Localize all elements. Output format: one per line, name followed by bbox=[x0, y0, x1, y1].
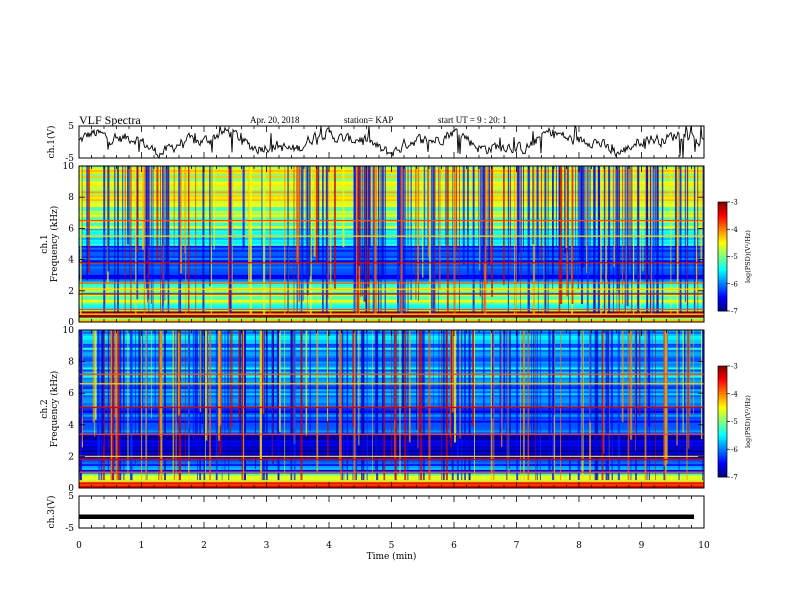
ch2-ytick-2: 2 bbox=[68, 452, 74, 462]
spectrogram-ch1-panel: 0 2 4 6 8 10 ch.1 Frequency (kHz) bbox=[40, 162, 705, 328]
x-tick-label-10: 10 bbox=[698, 541, 710, 551]
ch1-ytick-bottom: -5 bbox=[65, 154, 74, 164]
x-axis-label: Time (min) bbox=[367, 551, 417, 562]
colorbar-ch2-tick: -3 bbox=[731, 363, 738, 371]
ch1-ytick-4: 4 bbox=[68, 256, 74, 266]
colorbar-ch2-tick: -7 bbox=[731, 474, 738, 482]
x-ticks bbox=[78, 166, 705, 322]
colorbar-ch2-tick: -4 bbox=[731, 390, 738, 398]
colorbar-ch1-tick: -6 bbox=[731, 280, 738, 288]
ch2-ylabel-channel: ch.2 bbox=[40, 399, 50, 418]
ch2-ytick-4: 4 bbox=[68, 421, 74, 431]
colorbar-ch2-label: log(PSD)(V²/Hz) bbox=[744, 395, 752, 448]
ch1-ylabel-frequency: Frequency (kHz) bbox=[49, 206, 60, 283]
ch2-ytick-10: 10 bbox=[63, 326, 75, 336]
colorbar-ch2: -3 -4 -5 -6 -7 log(PSD)(V²/Hz) bbox=[717, 363, 752, 482]
colorbar-ch1-label: log(PSD)(V²/Hz) bbox=[744, 230, 752, 283]
colorbar-ch1-tick: -7 bbox=[731, 308, 738, 316]
colorbar-ch1-tick: -5 bbox=[731, 253, 738, 261]
ch1-ytick-top: 5 bbox=[68, 122, 74, 132]
x-tick-label-3: 3 bbox=[264, 541, 270, 551]
ch2-ytick-8: 8 bbox=[68, 358, 74, 368]
x-tick-label-5: 5 bbox=[389, 541, 395, 551]
colorbar-ch2-tick: -6 bbox=[731, 446, 738, 454]
x-tick-label-7: 7 bbox=[514, 541, 520, 551]
ch1-ytick-10: 10 bbox=[63, 162, 75, 172]
ch3-ytick-bottom: -5 bbox=[65, 524, 74, 534]
ch2-ylabel-frequency: Frequency (kHz) bbox=[49, 371, 60, 448]
x-ticks bbox=[78, 330, 705, 488]
ch2-ytick-6: 6 bbox=[68, 389, 74, 399]
ch2-ytick-0: 0 bbox=[68, 484, 74, 494]
ch1-ylabel: ch.1(V) bbox=[46, 126, 57, 159]
x-tick-label-4: 4 bbox=[326, 541, 332, 551]
x-tick-label-9: 9 bbox=[639, 541, 645, 551]
x-tick-label-1: 1 bbox=[139, 541, 145, 551]
ch3-ytick-top: 5 bbox=[68, 492, 74, 502]
figure-title: VLF Spectra bbox=[79, 113, 141, 127]
ch1-ytick-6: 6 bbox=[68, 224, 74, 234]
colorbar-ch1-tick: -4 bbox=[731, 226, 738, 234]
colorbar-ch2-tick: -5 bbox=[731, 418, 738, 426]
station-label: station= KAP bbox=[344, 115, 394, 125]
ch1-ylabel-channel: ch.1 bbox=[40, 234, 50, 253]
x-tick-label-0: 0 bbox=[76, 541, 82, 551]
date-label: Apr. 20, 2018 bbox=[250, 115, 300, 125]
start-ut-label: start UT = 9 : 20: 1 bbox=[438, 115, 507, 125]
x-ticks bbox=[78, 496, 705, 528]
x-tick-label-6: 6 bbox=[451, 541, 457, 551]
ch1-ytick-0: 0 bbox=[68, 318, 74, 328]
x-tick-label-2: 2 bbox=[201, 541, 207, 551]
spectrogram-ch2-panel: 0 2 4 6 8 10 ch.2 Frequency (kHz) bbox=[40, 326, 705, 494]
colorbar-ch1: -3 -4 -5 -6 -7 log(PSD)(V²/Hz) bbox=[717, 199, 752, 316]
x-tick-label-8: 8 bbox=[576, 541, 582, 551]
ch1-ytick-2: 2 bbox=[68, 287, 74, 297]
colorbar-ch1-tick: -3 bbox=[731, 199, 738, 207]
ch1-ytick-8: 8 bbox=[68, 193, 74, 203]
ch3-ylabel: ch.3(V) bbox=[46, 496, 57, 529]
x-ticks bbox=[78, 126, 705, 158]
